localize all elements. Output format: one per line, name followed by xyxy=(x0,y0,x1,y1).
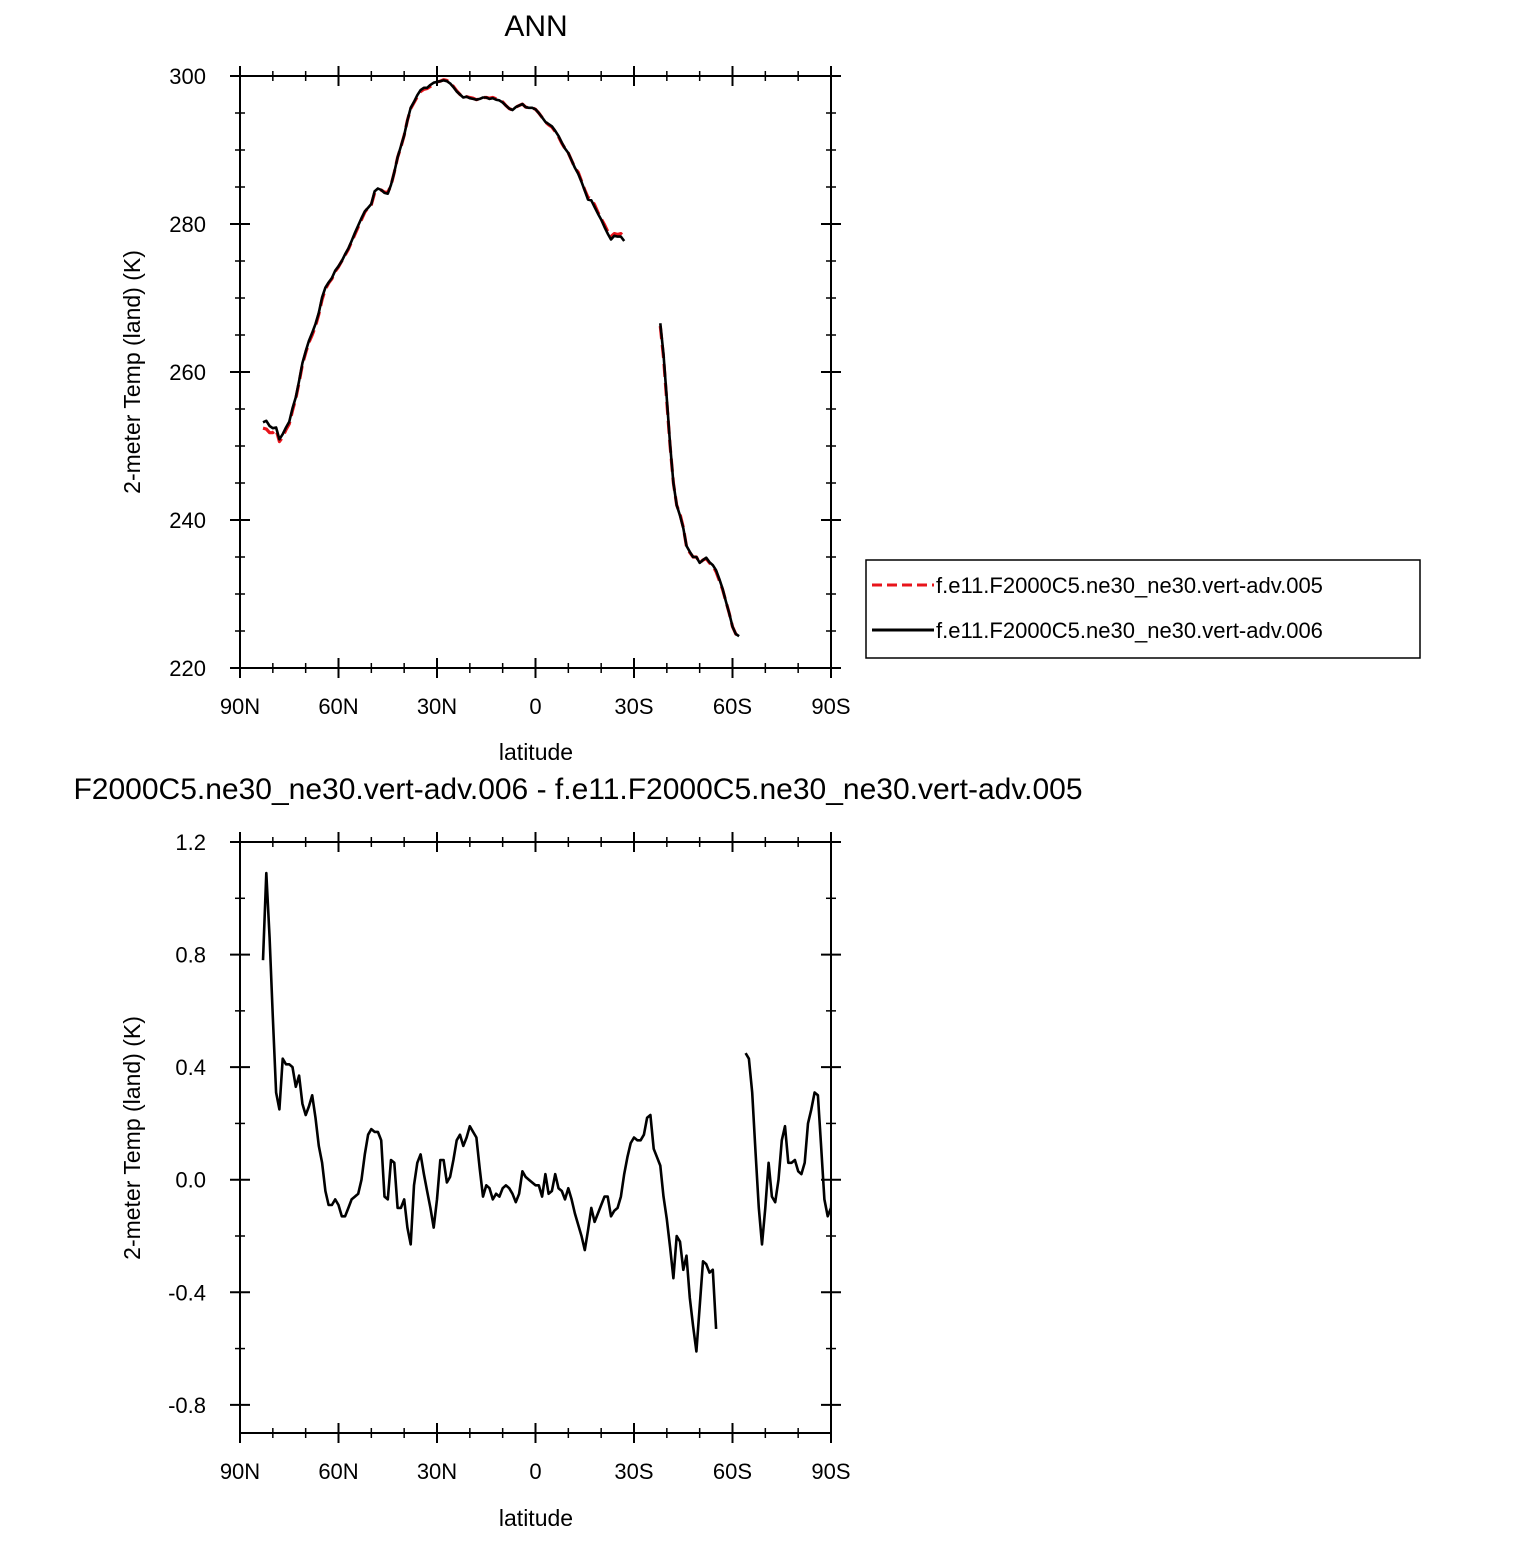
legend: f.e11.F2000C5.ne30_ne30.vert-adv.005 f.e… xyxy=(865,559,1421,659)
top-panel-ytick-label-4: 300 xyxy=(169,64,206,89)
bottom-panel-xtick-label-3: 0 xyxy=(529,1459,541,1484)
top-panel-plot-frame xyxy=(239,75,832,669)
top-panel-xtick-label-6: 90S xyxy=(811,694,850,719)
bottom-panel-ytick-label-0: 1.2 xyxy=(175,830,206,855)
top-panel-xtick-label-2: 30N xyxy=(417,694,457,719)
bottom-panel: F2000C5.ne30_ne30.vert-adv.006 - f.e11.F… xyxy=(73,773,1082,1531)
bottom-panel-ytick-label-4: -0.4 xyxy=(168,1280,206,1305)
top-panel-series-0-segment-0 xyxy=(262,78,626,444)
bottom-panel-series-0-segment-1 xyxy=(744,1052,831,1246)
top-panel-ytick-label-0: 220 xyxy=(169,656,206,681)
top-panel-series-1-segment-1 xyxy=(659,323,740,638)
top-panel-ytick-label-3: 280 xyxy=(169,212,206,237)
bottom-panel-plot-frame xyxy=(239,841,832,1434)
top-panel-xlabel: latitude xyxy=(499,739,573,765)
top-panel-xtick-label-5: 60S xyxy=(713,694,752,719)
legend-label-006: f.e11.F2000C5.ne30_ne30.vert-adv.006 xyxy=(936,618,1323,643)
top-panel-axes: 90N 60N 30N 0 30S 60S 90S 220 240 260 280 300 xyxy=(169,64,850,719)
bottom-panel-title: F2000C5.ne30_ne30.vert-adv.006 - f.e11.F… xyxy=(73,773,1082,806)
bottom-panel-ytick-label-1: 0.8 xyxy=(175,943,206,968)
top-panel-series-1-segment-0 xyxy=(262,79,626,441)
bottom-panel-xlabel: latitude xyxy=(499,1505,573,1531)
bottom-panel-ytick-label-5: -0.8 xyxy=(168,1393,206,1418)
bottom-panel-xtick-label-2: 30N xyxy=(417,1459,457,1484)
top-panel-ytick-label-1: 240 xyxy=(169,508,206,533)
bottom-panel-xtick-label-1: 60N xyxy=(318,1459,358,1484)
bottom-panel-xtick-label-4: 30S xyxy=(614,1459,653,1484)
top-panel-series-layer xyxy=(262,78,740,638)
top-panel-xtick-label-0: 90N xyxy=(220,694,260,719)
bottom-panel-ytick-label-2: 0.4 xyxy=(175,1055,206,1080)
top-panel-title: ANN xyxy=(504,10,567,43)
top-panel: ANN 90N 60N 30N 0 30S 60S 90S 220 240 260 280 300 l… xyxy=(119,10,1421,765)
bottom-panel-xtick-label-6: 90S xyxy=(811,1459,850,1484)
top-panel-xtick-label-1: 60N xyxy=(318,694,358,719)
top-panel-xtick-label-3: 0 xyxy=(529,694,541,719)
top-panel-xtick-label-4: 30S xyxy=(614,694,653,719)
bottom-panel-series-layer xyxy=(261,871,831,1353)
bottom-panel-ylabel: 2-meter Temp (land) (K) xyxy=(119,1016,145,1260)
bottom-panel-xtick-label-5: 60S xyxy=(713,1459,752,1484)
legend-label-005: f.e11.F2000C5.ne30_ne30.vert-adv.005 xyxy=(936,573,1323,598)
bottom-panel-axes: 90N 60N 30N 0 30S 60S 90S 1.2 0.8 0.4 0.0 -0.4 -0.8 xyxy=(168,830,851,1484)
bottom-panel-series-0-segment-0 xyxy=(261,871,718,1353)
top-panel-ylabel: 2-meter Temp (land) (K) xyxy=(119,250,145,494)
bottom-panel-xtick-label-0: 90N xyxy=(220,1459,260,1484)
top-panel-ytick-label-2: 260 xyxy=(169,360,206,385)
bottom-panel-ytick-label-3: 0.0 xyxy=(175,1168,206,1193)
legend-box xyxy=(865,559,1421,659)
